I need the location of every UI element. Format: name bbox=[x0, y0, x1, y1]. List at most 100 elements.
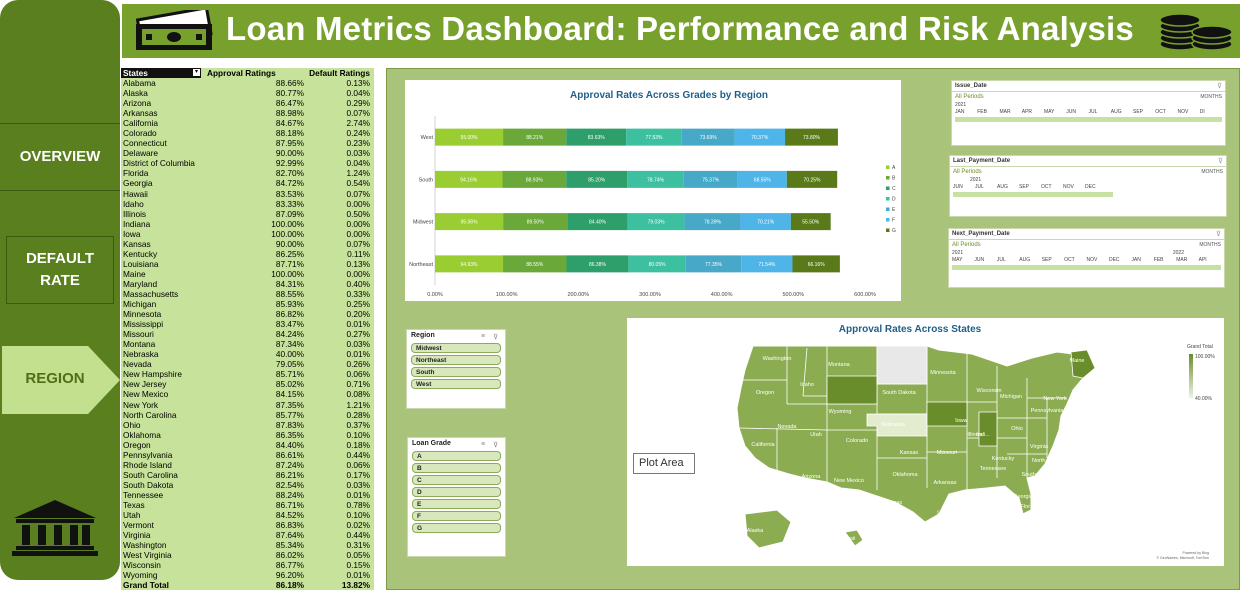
bar-segment[interactable] bbox=[435, 128, 504, 146]
timeline-month[interactable]: AUG bbox=[1110, 109, 1122, 115]
bar-segment[interactable] bbox=[503, 213, 568, 231]
timeline-month[interactable]: AUG bbox=[997, 184, 1008, 190]
slicer-item[interactable]: F bbox=[412, 511, 501, 521]
bar-segment[interactable] bbox=[503, 255, 567, 273]
nav-overview[interactable]: OVERVIEW bbox=[0, 123, 120, 191]
slicer-item[interactable]: Northeast bbox=[411, 355, 501, 365]
bar-segment[interactable] bbox=[566, 170, 628, 188]
timeline-bar[interactable] bbox=[952, 265, 1221, 270]
timeline-month[interactable]: MAR bbox=[1176, 257, 1188, 263]
state-wyoming-shape[interactable] bbox=[826, 375, 878, 405]
hawaii-shape[interactable] bbox=[844, 529, 864, 547]
timeline-bar[interactable] bbox=[955, 117, 1222, 122]
timeline-month[interactable]: DEC bbox=[1085, 184, 1096, 190]
nav-region[interactable]: REGION bbox=[25, 370, 85, 387]
bar-segment[interactable] bbox=[734, 128, 786, 146]
timeline-month[interactable]: JUN bbox=[974, 257, 985, 263]
nav-default-rate[interactable]: DEFAULT RATE bbox=[6, 236, 114, 304]
timeline-month[interactable]: MAY bbox=[1044, 109, 1055, 115]
clear-filter-icon[interactable]: ⊽ bbox=[1215, 231, 1221, 238]
states-column-header[interactable]: States ▾ bbox=[121, 68, 201, 78]
timeline-month[interactable]: API bbox=[1198, 257, 1207, 263]
bar-segment[interactable] bbox=[740, 213, 791, 231]
timeline-month[interactable]: OCT bbox=[1155, 109, 1166, 115]
slicer-item[interactable]: B bbox=[412, 463, 501, 473]
clear-filter-icon[interactable]: ⊽ bbox=[493, 442, 499, 449]
timeline-month[interactable]: APR bbox=[1021, 109, 1033, 115]
state-north-dakota-shape[interactable] bbox=[876, 345, 928, 385]
slicer-item[interactable]: E bbox=[412, 499, 501, 509]
bar-segment[interactable] bbox=[435, 170, 503, 188]
timeline-month[interactable]: SEP bbox=[1133, 109, 1144, 115]
bar-segment[interactable] bbox=[435, 213, 504, 231]
timeline-issue-date[interactable]: Issue_Date ⊽ All Periods MONTHS 2021 JAN F… bbox=[951, 80, 1226, 146]
timeline-month[interactable]: OCT bbox=[1041, 184, 1052, 190]
bar-segment[interactable] bbox=[566, 128, 627, 146]
timeline-month[interactable]: JUL bbox=[996, 257, 1006, 263]
alaska-shape[interactable] bbox=[744, 509, 792, 549]
slicer-item[interactable]: South bbox=[411, 367, 501, 377]
slicer-item[interactable]: Midwest bbox=[411, 343, 501, 353]
slicer-item[interactable]: C bbox=[412, 475, 501, 485]
bar-segment[interactable] bbox=[741, 255, 793, 273]
bar-chart[interactable]: Approval Rates Across Grades by Region 0.… bbox=[405, 80, 901, 301]
bar-segment[interactable] bbox=[627, 170, 684, 188]
map-chart[interactable]: Approval Rates Across States Washington O… bbox=[627, 318, 1224, 566]
bar-segment[interactable] bbox=[683, 170, 738, 188]
clear-filter-icon[interactable]: ⊽ bbox=[1217, 158, 1223, 165]
timeline-month[interactable]: SEP bbox=[1019, 184, 1030, 190]
timeline-month[interactable]: MAR bbox=[999, 109, 1011, 115]
timeline-last-payment-date[interactable]: Last_Payment_Date ⊽ All Periods MONTHS 20… bbox=[949, 155, 1227, 217]
timeline-month[interactable]: MAY bbox=[952, 257, 963, 263]
timeline-unit[interactable]: MONTHS bbox=[1199, 242, 1221, 248]
timeline-month[interactable]: NOV bbox=[1177, 109, 1189, 115]
state-iowa-shape[interactable] bbox=[926, 401, 968, 427]
timeline-unit[interactable]: MONTHS bbox=[1201, 169, 1223, 175]
timeline-month[interactable]: JAN bbox=[955, 109, 965, 115]
bar-segment[interactable] bbox=[737, 170, 787, 188]
timeline-month[interactable]: SEP bbox=[1041, 257, 1052, 263]
timeline-bar[interactable] bbox=[953, 192, 1113, 197]
bar-segment[interactable] bbox=[503, 128, 567, 146]
bar-segment[interactable] bbox=[792, 255, 840, 273]
timeline-month[interactable]: JAN bbox=[1131, 257, 1141, 263]
bar-segment[interactable] bbox=[502, 170, 567, 188]
timeline-month[interactable]: FEB bbox=[1153, 257, 1164, 263]
timeline-month[interactable]: NOV bbox=[1063, 184, 1074, 190]
timeline-next-payment-date[interactable]: Next_Payment_Date ⊽ All Periods MONTHS 20… bbox=[948, 228, 1225, 288]
timeline-month[interactable]: JUN bbox=[953, 184, 963, 190]
timeline-month[interactable]: NOV bbox=[1086, 257, 1098, 263]
multi-select-icon[interactable]: ≡ bbox=[481, 333, 486, 340]
slicer-item[interactable]: A bbox=[412, 451, 501, 461]
timeline-month[interactable]: DEC bbox=[1108, 257, 1120, 263]
filter-dropdown-icon[interactable]: ▾ bbox=[193, 69, 200, 76]
bar-segment[interactable] bbox=[786, 170, 838, 188]
bar-segment[interactable] bbox=[627, 213, 685, 231]
timeline-month[interactable]: JUN bbox=[1066, 109, 1076, 115]
slicer-item[interactable]: West bbox=[411, 379, 501, 389]
clear-filter-icon[interactable]: ⊽ bbox=[1216, 83, 1222, 90]
bar-segment[interactable] bbox=[684, 213, 741, 231]
state-indiana-shape[interactable] bbox=[978, 411, 998, 447]
timeline-month[interactable]: FEB bbox=[977, 109, 987, 115]
bar-segment[interactable] bbox=[628, 255, 686, 273]
bar-segment[interactable] bbox=[785, 128, 838, 146]
timeline-month[interactable]: OCT bbox=[1064, 257, 1075, 263]
bar-segment[interactable] bbox=[681, 128, 735, 146]
multi-select-icon[interactable]: ≡ bbox=[481, 441, 486, 448]
timeline-month[interactable]: DI bbox=[1199, 109, 1205, 115]
bar-segment[interactable] bbox=[626, 128, 682, 146]
bar-segment[interactable] bbox=[567, 213, 628, 231]
bar-segment[interactable] bbox=[685, 255, 742, 273]
slicer-item[interactable]: G bbox=[412, 523, 501, 533]
bar-segment[interactable] bbox=[566, 255, 629, 273]
timeline-month[interactable]: JUL bbox=[1088, 109, 1098, 115]
timeline-month[interactable]: AUG bbox=[1019, 257, 1031, 263]
bar-segment[interactable] bbox=[790, 213, 831, 231]
state-maine-shape[interactable] bbox=[1070, 349, 1096, 379]
slicer-item[interactable]: D bbox=[412, 487, 501, 497]
bar-segment[interactable] bbox=[435, 255, 504, 273]
timeline-month[interactable]: JUL bbox=[975, 184, 984, 190]
timeline-unit[interactable]: MONTHS bbox=[1200, 94, 1222, 100]
clear-filter-icon[interactable]: ⊽ bbox=[493, 334, 499, 341]
